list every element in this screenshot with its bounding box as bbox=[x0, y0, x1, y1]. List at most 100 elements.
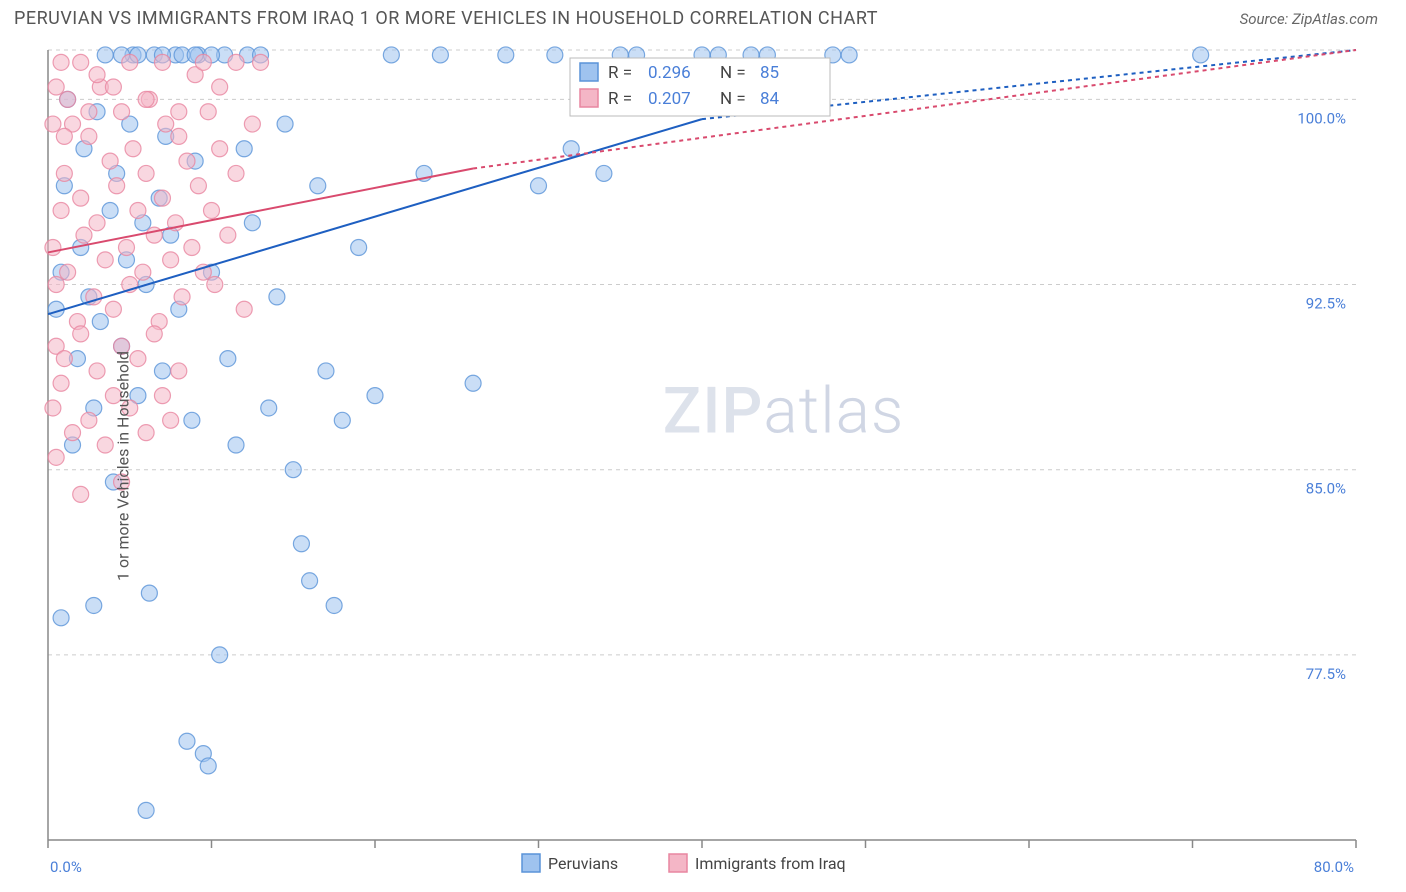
data-point bbox=[146, 326, 162, 342]
data-point bbox=[92, 314, 108, 330]
scatter-chart: 77.5%85.0%92.5%100.0%ZIPatlas0.0%80.0%R … bbox=[0, 40, 1406, 892]
data-point bbox=[212, 79, 228, 95]
data-point bbox=[97, 437, 113, 453]
data-point bbox=[596, 165, 612, 181]
data-point bbox=[138, 802, 154, 818]
data-point bbox=[310, 178, 326, 194]
data-point bbox=[122, 54, 138, 70]
data-point bbox=[498, 47, 514, 63]
data-point bbox=[138, 425, 154, 441]
data-point bbox=[56, 165, 72, 181]
data-point bbox=[73, 326, 89, 342]
data-point bbox=[465, 375, 481, 391]
data-point bbox=[163, 412, 179, 428]
data-point bbox=[65, 425, 81, 441]
data-point bbox=[138, 165, 154, 181]
data-point bbox=[367, 388, 383, 404]
data-point bbox=[105, 301, 121, 317]
data-point bbox=[285, 462, 301, 478]
source-attribution: Source: ZipAtlas.com bbox=[1240, 10, 1378, 28]
data-point bbox=[269, 289, 285, 305]
data-point bbox=[171, 104, 187, 120]
data-point bbox=[109, 178, 125, 194]
data-point bbox=[105, 79, 121, 95]
chart-title: PERUVIAN VS IMMIGRANTS FROM IRAQ 1 OR MO… bbox=[14, 8, 878, 29]
data-point bbox=[45, 400, 61, 416]
data-point bbox=[220, 351, 236, 367]
data-point bbox=[76, 227, 92, 243]
data-point bbox=[212, 141, 228, 157]
data-point bbox=[220, 227, 236, 243]
data-point bbox=[212, 647, 228, 663]
data-point bbox=[138, 91, 154, 107]
legend-stat: 0.296 bbox=[648, 63, 691, 83]
data-point bbox=[531, 178, 547, 194]
data-point bbox=[261, 400, 277, 416]
legend-stat: 0.207 bbox=[648, 89, 691, 109]
legend-stat: N = bbox=[720, 89, 746, 109]
data-point bbox=[73, 54, 89, 70]
data-point bbox=[171, 363, 187, 379]
data-point bbox=[118, 240, 134, 256]
watermark: ZIPatlas bbox=[663, 374, 905, 449]
data-point bbox=[154, 388, 170, 404]
data-point bbox=[244, 215, 260, 231]
data-point bbox=[48, 277, 64, 293]
legend-stat: N = bbox=[720, 63, 746, 83]
data-point bbox=[81, 128, 97, 144]
data-point bbox=[179, 733, 195, 749]
data-point bbox=[190, 178, 206, 194]
data-point bbox=[53, 610, 69, 626]
chart-container: 1 or more Vehicles in Household 77.5%85.… bbox=[0, 40, 1406, 892]
data-point bbox=[200, 758, 216, 774]
data-point bbox=[351, 240, 367, 256]
data-point bbox=[89, 363, 105, 379]
data-point bbox=[114, 104, 130, 120]
data-point bbox=[184, 412, 200, 428]
data-point bbox=[97, 47, 113, 63]
data-point bbox=[228, 437, 244, 453]
data-point bbox=[228, 165, 244, 181]
data-point bbox=[204, 202, 220, 218]
data-point bbox=[163, 252, 179, 268]
data-point bbox=[174, 289, 190, 305]
data-point bbox=[195, 54, 211, 70]
legend-label: Immigrants from Iraq bbox=[695, 854, 846, 873]
data-point bbox=[73, 486, 89, 502]
data-point bbox=[97, 252, 113, 268]
data-point bbox=[200, 104, 216, 120]
data-point bbox=[318, 363, 334, 379]
data-point bbox=[302, 573, 318, 589]
y-tick-label: 100.0% bbox=[1297, 109, 1346, 127]
data-point bbox=[45, 116, 61, 132]
data-point bbox=[45, 240, 61, 256]
data-point bbox=[81, 412, 97, 428]
data-point bbox=[207, 277, 223, 293]
legend-stat: 84 bbox=[760, 89, 780, 109]
x-tick-label: 0.0% bbox=[50, 858, 82, 876]
data-point bbox=[73, 190, 89, 206]
data-point bbox=[141, 585, 157, 601]
legend-swatch bbox=[522, 854, 540, 872]
legend-label: Peruvians bbox=[548, 854, 618, 873]
data-point bbox=[326, 597, 342, 613]
data-point bbox=[48, 449, 64, 465]
data-point bbox=[56, 128, 72, 144]
y-tick-label: 77.5% bbox=[1306, 665, 1346, 683]
y-axis-label: 1 or more Vehicles in Household bbox=[114, 351, 133, 581]
data-point bbox=[383, 47, 399, 63]
legend-series: Peruvians Immigrants from Iraq bbox=[522, 854, 846, 873]
legend-swatch bbox=[669, 854, 687, 872]
y-tick-label: 92.5% bbox=[1306, 295, 1346, 313]
legend-stat: R = bbox=[608, 89, 632, 109]
data-point bbox=[334, 412, 350, 428]
legend-swatch bbox=[580, 63, 598, 81]
data-point bbox=[102, 202, 118, 218]
data-point bbox=[53, 202, 69, 218]
data-point bbox=[154, 54, 170, 70]
data-point bbox=[60, 264, 76, 280]
data-point bbox=[236, 141, 252, 157]
legend-swatch bbox=[580, 89, 598, 107]
data-point bbox=[86, 597, 102, 613]
data-point bbox=[1193, 47, 1209, 63]
